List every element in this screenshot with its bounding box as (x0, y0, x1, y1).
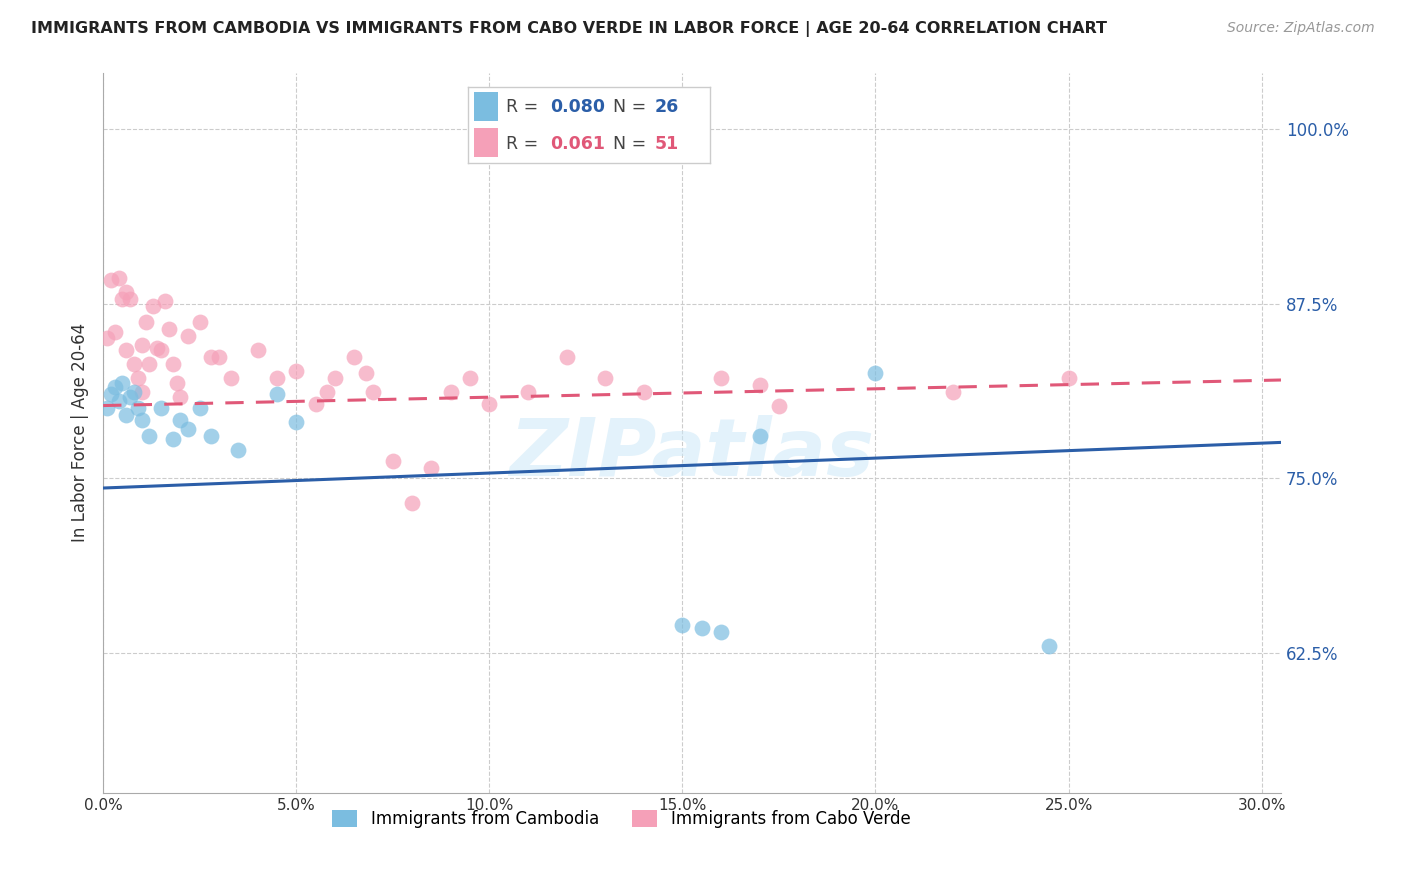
Point (710, 624, 733, 639)
Point (516, 384, 538, 399)
Point (153, 293, 176, 308)
Point (671, 618, 693, 632)
Point (304, 397, 326, 411)
Point (323, 370, 346, 384)
Point (111, 293, 134, 307)
Point (865, 367, 887, 381)
Point (1057, 370, 1080, 384)
Point (768, 399, 790, 413)
Point (200, 350, 222, 364)
Point (96, 331, 118, 345)
Point (748, 429, 770, 443)
Point (138, 357, 160, 371)
Point (146, 341, 169, 355)
Point (138, 429, 160, 443)
Point (942, 384, 965, 399)
Point (208, 350, 231, 364)
Point (107, 271, 129, 285)
Point (1038, 639, 1060, 653)
Point (157, 322, 180, 336)
Point (100, 273, 122, 287)
Point (162, 357, 184, 371)
Point (226, 443, 249, 458)
Point (555, 350, 578, 364)
Point (354, 367, 377, 381)
Point (177, 328, 200, 343)
Point (115, 343, 138, 357)
Point (142, 299, 165, 313)
Y-axis label: In Labor Force | Age 20-64: In Labor Force | Age 20-64 (72, 323, 89, 542)
Point (100, 387, 122, 401)
Point (166, 376, 188, 391)
Point (169, 412, 191, 426)
Point (131, 384, 153, 399)
Point (122, 384, 145, 399)
Point (343, 350, 366, 364)
Point (96, 401, 118, 416)
Point (401, 496, 423, 510)
Point (150, 343, 173, 357)
Point (748, 377, 770, 392)
Point (219, 370, 242, 384)
Point (115, 285, 138, 300)
Point (127, 401, 149, 416)
Point (458, 370, 481, 384)
Point (690, 621, 713, 635)
Point (122, 357, 145, 371)
Point (115, 409, 138, 423)
Point (120, 390, 142, 404)
Point (266, 387, 288, 401)
Point (478, 397, 501, 411)
Point (316, 384, 339, 399)
Point (188, 315, 211, 329)
Point (381, 454, 404, 468)
Point (246, 343, 269, 357)
Point (633, 384, 655, 399)
Point (107, 394, 129, 409)
Point (177, 422, 200, 436)
Point (710, 370, 733, 384)
Point (150, 401, 173, 416)
Point (593, 370, 616, 384)
Point (440, 384, 463, 399)
Point (104, 380, 127, 394)
Point (127, 370, 149, 384)
Point (131, 338, 153, 352)
Point (420, 461, 443, 475)
Point (131, 412, 153, 426)
Point (363, 384, 385, 399)
Legend: Immigrants from Cambodia, Immigrants from Cabo Verde: Immigrants from Cambodia, Immigrants fro… (326, 803, 917, 835)
Point (266, 370, 288, 384)
Text: ZIPatlas: ZIPatlas (509, 416, 875, 493)
Point (111, 376, 134, 391)
Text: Source: ZipAtlas.com: Source: ZipAtlas.com (1227, 21, 1375, 35)
Point (104, 325, 127, 339)
Point (120, 293, 142, 307)
Point (162, 432, 184, 446)
Point (169, 390, 191, 404)
Text: IMMIGRANTS FROM CAMBODIA VS IMMIGRANTS FROM CABO VERDE IN LABOR FORCE | AGE 20-6: IMMIGRANTS FROM CAMBODIA VS IMMIGRANTS F… (31, 21, 1107, 37)
Point (135, 315, 157, 329)
Point (200, 429, 222, 443)
Point (285, 415, 308, 429)
Point (188, 401, 211, 416)
Point (285, 364, 308, 378)
